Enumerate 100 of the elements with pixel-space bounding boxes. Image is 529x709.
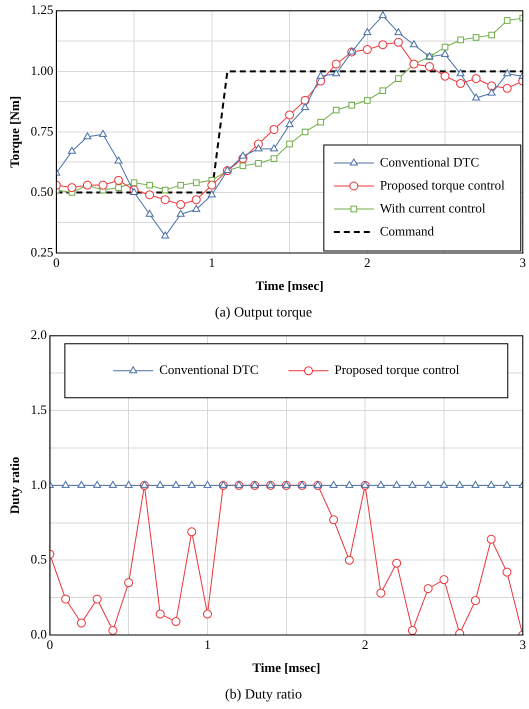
legend-label: Conventional DTC: [159, 362, 258, 378]
point: [156, 610, 165, 619]
point: [345, 480, 354, 488]
point: [171, 617, 180, 626]
point: [440, 72, 450, 81]
point: [162, 186, 169, 194]
point: [487, 81, 496, 90]
point: [487, 480, 496, 488]
point: [255, 160, 262, 167]
point: [270, 155, 278, 162]
point: [456, 480, 464, 488]
point: [457, 36, 464, 44]
point: [99, 130, 107, 137]
point: [486, 534, 496, 544]
point: [348, 102, 356, 109]
point: [472, 93, 480, 100]
point: [472, 74, 481, 84]
point: [378, 11, 387, 18]
point: [208, 190, 216, 198]
point: [62, 480, 70, 488]
point: [67, 183, 76, 192]
point: [329, 515, 338, 524]
x-tick-label: 3: [520, 255, 526, 270]
x-tick-label: 1: [204, 637, 211, 652]
point: [332, 106, 340, 114]
y-axis-title: Torque [Nm]: [7, 96, 22, 168]
y-tick-label: 0.0: [30, 626, 47, 642]
point: [502, 568, 512, 577]
point: [503, 69, 512, 76]
point: [378, 40, 388, 50]
point: [394, 38, 403, 47]
point: [192, 204, 200, 212]
point: [439, 575, 448, 584]
point: [77, 480, 86, 488]
point: [146, 210, 154, 217]
point: [376, 588, 386, 598]
point: [285, 110, 294, 120]
point: [364, 97, 371, 104]
point: [192, 195, 201, 204]
point: [380, 87, 386, 94]
point: [270, 144, 278, 152]
point: [61, 594, 70, 604]
legend-label: Command: [380, 223, 434, 238]
point: [376, 480, 385, 488]
point: [187, 527, 196, 536]
point: [488, 88, 496, 96]
point: [471, 480, 480, 488]
x-axis-title: Time [msec]: [252, 660, 320, 675]
y-tick-label: 1.25: [30, 2, 54, 18]
y-tick-label: 0.5: [30, 552, 47, 567]
point: [442, 44, 448, 50]
point: [344, 556, 354, 565]
point: [177, 182, 184, 189]
point: [456, 78, 466, 88]
point: [317, 118, 324, 126]
y-axis-title: Duty ratio: [7, 456, 22, 514]
point: [286, 140, 293, 148]
point: [286, 120, 294, 128]
y-tick-label: 1.5: [30, 402, 47, 418]
y-tick-label: 2.0: [30, 327, 47, 342]
point: [238, 152, 247, 159]
point: [394, 28, 402, 36]
point: [176, 200, 186, 210]
x-tick-label: 2: [364, 255, 371, 270]
point: [124, 578, 134, 588]
point: [76, 618, 86, 628]
point: [130, 179, 138, 186]
point: [83, 132, 92, 140]
point: [503, 480, 511, 488]
y-tick-label: 0.50: [30, 184, 54, 199]
point: [424, 62, 434, 72]
point: [207, 180, 216, 190]
point: [410, 40, 418, 48]
point: [161, 232, 170, 239]
legend-label: Proposed torque control: [380, 177, 506, 192]
legend-label: With current control: [380, 200, 486, 216]
point: [441, 50, 449, 57]
y-tick-label: 1.0: [30, 476, 47, 492]
point: [470, 596, 480, 606]
point: [330, 480, 338, 488]
point: [93, 480, 102, 488]
point: [504, 17, 511, 24]
point: [188, 480, 196, 488]
point: [172, 480, 180, 488]
x-tick-label: 2: [362, 637, 368, 652]
point: [176, 210, 185, 217]
point: [160, 195, 170, 204]
point: [472, 34, 480, 41]
point: [204, 480, 212, 488]
point: [408, 626, 417, 635]
y-tick-label: 0.75: [30, 123, 54, 138]
legend-label: Conventional DTC: [380, 154, 480, 170]
legend-label: Proposed torque control: [334, 362, 460, 378]
point: [254, 144, 262, 152]
point: [108, 480, 117, 488]
point: [395, 75, 402, 82]
point: [114, 176, 124, 185]
point: [332, 69, 340, 76]
text: (b) Duty ratio: [225, 687, 302, 702]
x-tick-label: 0: [53, 255, 60, 270]
